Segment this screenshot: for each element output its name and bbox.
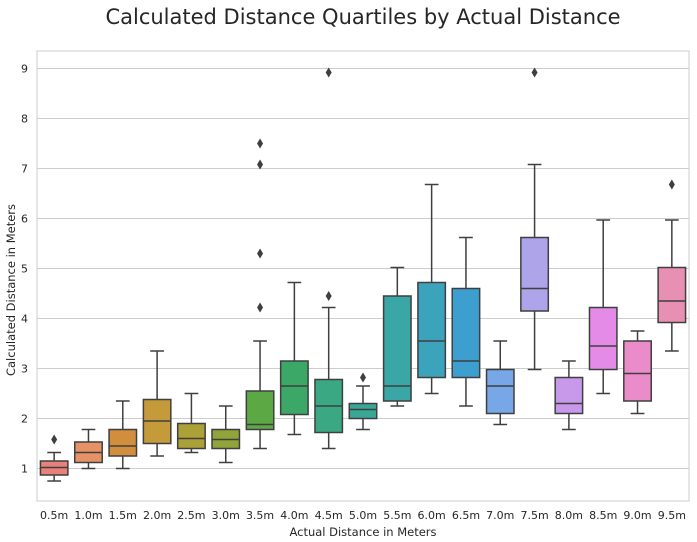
x-tick-label: 4.5m: [315, 509, 343, 522]
iqr-box: [520, 236, 550, 312]
x-tick-label: 7.0m: [486, 509, 514, 522]
y-tick-label: 9: [21, 63, 28, 76]
box-2.5m: [176, 392, 206, 454]
x-tick-label: 9.5m: [658, 509, 686, 522]
boxes: [39, 67, 687, 482]
box-5.5m: [382, 266, 412, 407]
box-6.5m: [451, 236, 481, 407]
outlier-point: [257, 138, 264, 149]
outlier-point: [668, 179, 675, 190]
x-tick-label: 1.5m: [109, 509, 137, 522]
x-tick-label: 8.5m: [589, 509, 617, 522]
outlier-point: [51, 434, 58, 445]
iqr-box: [245, 390, 275, 431]
box-4.0m: [279, 281, 309, 436]
x-tick-label: 5.5m: [383, 509, 411, 522]
outlier-point: [325, 291, 332, 301]
y-tick-label: 5: [21, 263, 28, 276]
box-7.0m: [485, 340, 515, 426]
outlier-point: [531, 67, 538, 78]
box-6.0m: [417, 183, 447, 395]
iqr-box: [382, 295, 412, 402]
iqr-box: [279, 360, 309, 416]
iqr-box: [176, 422, 206, 450]
iqr-box: [348, 402, 378, 420]
x-tick-label: 8.0m: [555, 509, 583, 522]
x-tick-label: 6.5m: [452, 509, 480, 522]
box-5.0m: [348, 372, 378, 431]
x-tick-label: 4.0m: [280, 509, 308, 522]
outlier-point: [257, 248, 264, 259]
box-2.0m: [142, 350, 172, 457]
box-1.0m: [73, 428, 103, 470]
plot-area-frame: [36, 50, 690, 502]
box-8.0m: [554, 360, 584, 431]
iqr-box: [554, 376, 584, 415]
x-tick-label: 7.5m: [520, 509, 548, 522]
chart-title: Calculated Distance Quartiles by Actual …: [105, 5, 620, 29]
y-tick-label: 7: [21, 163, 28, 176]
y-tick-labels: 1 2 3 4 5 6 7 8 9: [21, 63, 28, 476]
x-tick-label: 3.0m: [212, 509, 240, 522]
box-9.5m: [657, 179, 687, 352]
y-tick-label: 8: [21, 113, 28, 126]
y-tick-label: 2: [21, 413, 28, 426]
x-tick-label: 1.0m: [74, 509, 102, 522]
outlier-point: [360, 372, 366, 383]
x-tick-label: 0.5m: [40, 509, 68, 522]
x-tick-labels: 0.5m 1.0m 1.5m 2.0m 2.5m 3.0m 3.5m 4.0m 4.5m 5.0m…: [40, 509, 686, 522]
outlier-point: [257, 302, 264, 313]
box-8.5m: [588, 219, 618, 395]
x-tick-label: 3.5m: [246, 509, 274, 522]
iqr-box: [108, 428, 138, 457]
y-tick-label: 6: [21, 213, 28, 226]
x-tick-label: 9.0m: [623, 509, 651, 522]
y-axis-label: Calculated Distance in Meters: [4, 204, 18, 376]
iqr-box: [588, 306, 618, 371]
box-1.5m: [108, 400, 138, 470]
y-tick-label: 4: [21, 313, 28, 326]
x-tick-label: 5.0m: [349, 509, 377, 522]
x-tick-label: 6.0m: [418, 509, 446, 522]
iqr-box: [657, 266, 687, 324]
y-tick-label: 1: [21, 463, 28, 476]
box-3.0m: [211, 405, 241, 464]
box-9.0m: [623, 330, 653, 415]
x-axis-label: Actual Distance in Meters: [289, 525, 436, 539]
box-3.5m: [245, 138, 275, 450]
y-tick-label: 3: [21, 363, 28, 376]
outlier-point: [325, 67, 332, 78]
box-7.5m: [520, 67, 550, 371]
x-tick-label: 2.5m: [177, 509, 205, 522]
iqr-box: [417, 281, 447, 379]
box-4.5m: [314, 67, 344, 450]
iqr-box: [623, 340, 653, 402]
iqr-box: [451, 287, 481, 379]
outlier-point: [257, 159, 264, 170]
x-tick-label: 2.0m: [143, 509, 171, 522]
iqr-box: [485, 368, 515, 415]
box-0.5m: [39, 434, 69, 482]
